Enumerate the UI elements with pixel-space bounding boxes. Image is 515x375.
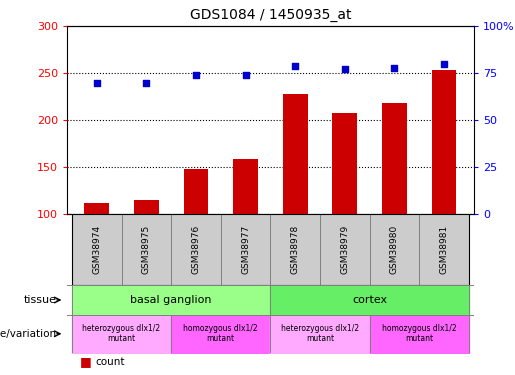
Point [242,72,250,78]
Text: homozygous dlx1/2
mutant: homozygous dlx1/2 mutant [382,324,456,344]
Text: GSM38975: GSM38975 [142,225,151,274]
Bar [320,214,370,285]
Text: homozygous dlx1/2
mutant: homozygous dlx1/2 mutant [183,324,258,344]
Bar [332,113,357,214]
Point [390,64,399,70]
Text: GSM38980: GSM38980 [390,225,399,274]
Bar [233,159,258,214]
Text: GSM38979: GSM38979 [340,225,349,274]
Bar [419,214,469,285]
Text: GSM38976: GSM38976 [192,225,200,274]
Bar [270,214,320,285]
Text: count: count [95,357,125,367]
Point [291,63,299,69]
Bar [134,200,159,214]
Text: GSM38977: GSM38977 [241,225,250,274]
Bar [283,94,307,214]
Bar [370,214,419,285]
Text: ■: ■ [80,356,92,368]
Bar [72,214,122,285]
Bar [183,169,209,214]
Bar [171,214,221,285]
Point [142,80,150,86]
Point [93,80,101,86]
Point [440,61,448,67]
Text: tissue: tissue [24,295,57,305]
Text: GSM38974: GSM38974 [92,225,101,274]
Text: cortex: cortex [352,295,387,305]
Bar [84,202,109,214]
Bar [122,214,171,285]
Text: heterozygous dlx1/2
mutant: heterozygous dlx1/2 mutant [82,324,161,344]
Text: basal ganglion: basal ganglion [130,295,212,305]
Point [341,66,349,72]
Text: genotype/variation: genotype/variation [0,329,57,339]
Bar [432,70,456,214]
Text: GSM38978: GSM38978 [290,225,300,274]
Bar [221,214,270,285]
Title: GDS1084 / 1450935_at: GDS1084 / 1450935_at [190,9,351,22]
Text: GSM38981: GSM38981 [439,225,449,274]
Point [192,72,200,78]
Text: heterozygous dlx1/2
mutant: heterozygous dlx1/2 mutant [281,324,359,344]
Bar [382,103,407,214]
